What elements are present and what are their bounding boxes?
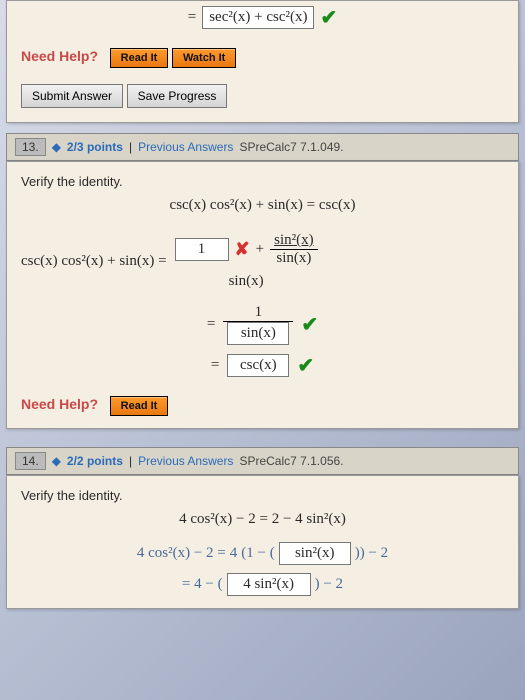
plus-frac: sin²(x) sin(x) [270, 232, 318, 267]
one-over-ans2: 1 sin(x) [223, 304, 293, 345]
sep: | [129, 140, 132, 154]
q13-input-1[interactable]: 1 [175, 238, 229, 261]
problem-13-panel: Verify the identity. csc(x) cos²(x) + si… [6, 161, 519, 429]
q14-input-2[interactable]: 4 sin²(x) [227, 573, 311, 596]
q13-title: Verify the identity. [21, 174, 504, 189]
sep: | [129, 454, 132, 468]
check-icon: ✔ [301, 312, 318, 337]
q14-identity: 4 cos²(x) − 2 = 2 − 4 sin²(x) [21, 511, 504, 528]
top-answer-box[interactable]: sec²(x) + csc²(x) [202, 6, 314, 29]
watch-it-button[interactable]: Watch It [172, 48, 236, 68]
q13-input-2[interactable]: sin(x) [227, 322, 289, 345]
prev-answers-link[interactable]: Previous Answers [138, 454, 233, 468]
save-progress-button[interactable]: Save Progress [127, 84, 228, 108]
plus: + [256, 241, 264, 258]
q13-identity: csc(x) cos²(x) + sin(x) = csc(x) [21, 197, 504, 214]
big-den: sin(x) [175, 271, 318, 290]
points-link[interactable]: 2/3 points [67, 140, 123, 154]
submit-answer-button[interactable]: Submit Answer [21, 84, 123, 108]
problem-14-panel: Verify the identity. 4 cos²(x) − 2 = 2 −… [6, 475, 519, 609]
read-it-button[interactable]: Read It [110, 396, 169, 416]
check-icon: ✔ [297, 353, 314, 378]
check-icon: ✔ [320, 5, 337, 30]
eq-prefix: = [188, 9, 196, 26]
q13-input-3[interactable]: csc(x) [227, 354, 289, 377]
need-help-label: Need Help? [21, 48, 98, 64]
prev-answers-link[interactable]: Previous Answers [138, 140, 233, 154]
cross-icon: ✘ [235, 239, 250, 260]
points-link[interactable]: 2/2 points [67, 454, 123, 468]
q13-lhs: csc(x) cos²(x) + sin(x) = [21, 253, 167, 270]
q14-lhs: 4 cos²(x) − 2 = [137, 545, 226, 562]
source-ref: SPreCalc7 7.1.049. [239, 140, 343, 154]
q14-input-1[interactable]: sin²(x) [279, 542, 351, 565]
read-it-button[interactable]: Read It [110, 48, 169, 68]
q14-title: Verify the identity. [21, 488, 504, 503]
problem-number: 14. [15, 452, 46, 470]
source-ref: SPreCalc7 7.1.056. [239, 454, 343, 468]
problem-14-header: 14. ◆ 2/2 points | Previous Answers SPre… [6, 447, 519, 475]
problem-number: 13. [15, 138, 46, 156]
need-help-label: Need Help? [21, 396, 98, 412]
problem-13-header: 13. ◆ 2/3 points | Previous Answers SPre… [6, 133, 519, 161]
